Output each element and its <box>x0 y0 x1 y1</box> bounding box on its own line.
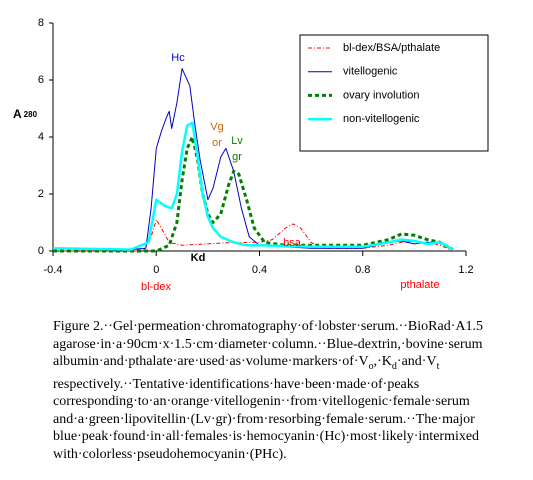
legend-label: bl-dex/BSA/pthalate <box>343 42 440 54</box>
caption-line: corresponding·to·an·orange·vitellogenin·… <box>53 393 493 411</box>
series-line <box>53 219 454 252</box>
caption-line: agarose·in·a·90cm·x·1.5·cm·diameter·colu… <box>53 336 493 354</box>
x-tick-label: -0.4 <box>44 264 63 276</box>
y-axis-label: A 280 <box>13 107 38 121</box>
caption-line: and·a·green·lipovitellin·(Lv·gr)·from·re… <box>53 411 493 429</box>
caption: Figure 2.··Gel·permeation·chromatography… <box>53 318 493 464</box>
caption-subscript: o <box>368 360 374 372</box>
x-tick-label: 0.8 <box>355 264 370 276</box>
y-tick-label: 2 <box>38 188 44 200</box>
caption-text: respectively.··Tentative·identifications… <box>53 376 420 392</box>
y-axis-label-sub: 280 <box>24 110 38 119</box>
caption-text: and·a·green·lipovitellin·(Lv·gr)·from·re… <box>53 411 475 427</box>
y-tick-label: 4 <box>38 131 44 143</box>
caption-text: with·colorless·pseudohemocyanin·(PHc). <box>53 446 287 462</box>
y-tick-label: 6 <box>38 74 44 86</box>
annotation: Vg <box>210 121 223 133</box>
annotation: Hc <box>171 52 185 64</box>
caption-text: ·and·V <box>396 354 437 370</box>
annotation: bl-dex <box>141 281 171 293</box>
caption-line: Figure 2.··Gel·permeation·chromatography… <box>53 318 493 336</box>
y-axis-label-text: A <box>13 107 22 121</box>
caption-line: albumin·and·pthalate·are·used·as·volume·… <box>53 353 493 375</box>
caption-text: blue·peak·found·in·all·females·is·hemocy… <box>53 429 480 445</box>
caption-line: blue·peak·found·in·all·females·is·hemocy… <box>53 428 493 446</box>
series-line <box>53 135 454 253</box>
annotation: or <box>212 137 222 149</box>
legend-label: vitellogenic <box>343 66 398 78</box>
legend-label: non-vitellogenic <box>343 113 420 125</box>
caption-text: corresponding·to·an·orange·vitellogenin·… <box>53 394 470 410</box>
annotation: Lv <box>231 135 243 147</box>
x-tick-label: 1.2 <box>458 264 473 276</box>
caption-subscript: d <box>391 360 397 372</box>
y-tick-label: 0 <box>38 245 44 257</box>
y-tick-label: 8 <box>38 17 44 29</box>
caption-line: respectively.··Tentative·identifications… <box>53 376 493 394</box>
annotation: bsa <box>283 237 302 249</box>
x-tick-label: 0.4 <box>252 264 267 276</box>
caption-line: with·colorless·pseudohemocyanin·(PHc). <box>53 446 493 464</box>
series-line <box>52 121 454 251</box>
legend-label: ovary involution <box>343 89 419 101</box>
annotation: pthalate <box>400 279 439 291</box>
legend-box <box>299 34 489 152</box>
caption-text: ,·K <box>373 354 392 370</box>
caption-text: agarose·in·a·90cm·x·1.5·cm·diameter·colu… <box>53 336 483 352</box>
annotation: gr <box>232 151 242 163</box>
caption-text: albumin·and·pthalate·are·used·as·volume·… <box>53 354 369 370</box>
x-axis-label: Kd <box>191 252 206 264</box>
caption-text: Figure 2.··Gel·permeation·chromatography… <box>53 319 483 334</box>
caption-subscript: t <box>436 360 440 372</box>
x-tick-label: 0 <box>153 264 159 276</box>
